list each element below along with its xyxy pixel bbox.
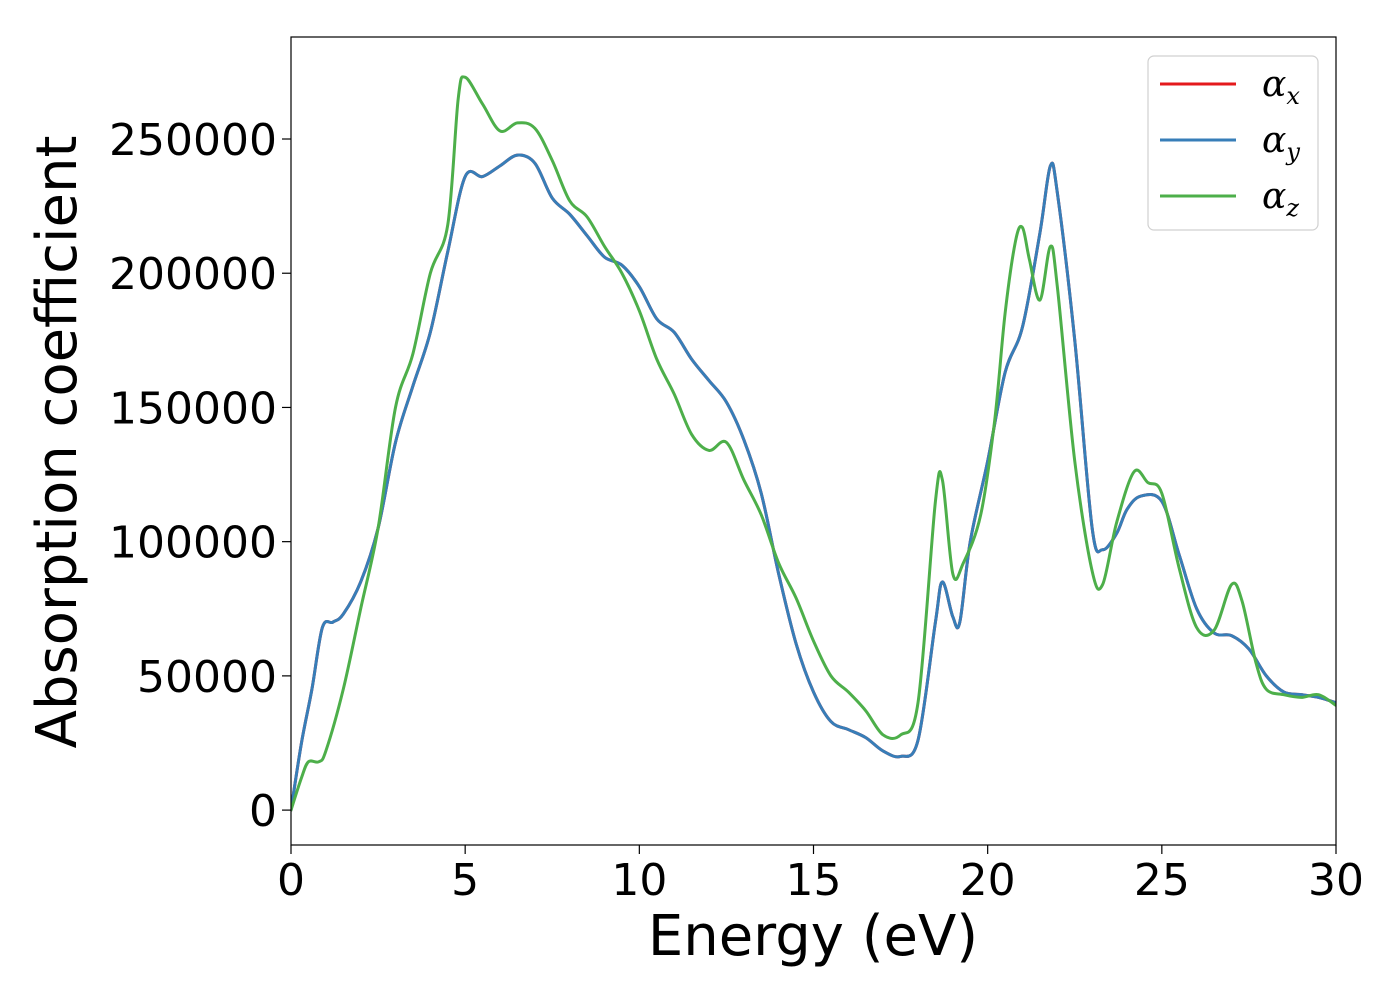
y-tick-label: 0 bbox=[249, 786, 277, 837]
x-tick-label: 30 bbox=[1308, 855, 1364, 906]
legend: αx αy αz bbox=[1147, 55, 1319, 231]
series-layer bbox=[291, 75, 1336, 812]
legend-label-x: αx bbox=[1262, 64, 1300, 110]
series-line-z bbox=[291, 75, 1336, 812]
y-tick-label: 50000 bbox=[137, 652, 277, 703]
x-tick-label: 20 bbox=[960, 855, 1016, 906]
y-tick-label: 200000 bbox=[109, 249, 277, 300]
x-axis: 0 5 10 15 20 25 30 bbox=[277, 845, 1364, 906]
y-tick-label: 250000 bbox=[109, 115, 277, 166]
x-axis-label: Energy (eV) bbox=[648, 904, 978, 969]
x-tick-label: 25 bbox=[1134, 855, 1190, 906]
y-axis-label: Absorption coefficient bbox=[25, 136, 90, 749]
y-tick-label: 100000 bbox=[109, 518, 277, 569]
x-tick-label: 5 bbox=[451, 855, 479, 906]
x-tick-label: 10 bbox=[611, 855, 667, 906]
legend-label-y: αy bbox=[1262, 120, 1300, 166]
legend-box bbox=[1147, 55, 1319, 231]
x-tick-label: 0 bbox=[277, 855, 305, 906]
x-tick-label: 15 bbox=[786, 855, 842, 906]
series-line-y bbox=[291, 153, 1336, 812]
legend-label-z: αz bbox=[1262, 176, 1299, 222]
y-axis: 0 50000 100000 150000 200000 250000 bbox=[109, 115, 291, 837]
y-tick-label: 150000 bbox=[109, 383, 277, 434]
